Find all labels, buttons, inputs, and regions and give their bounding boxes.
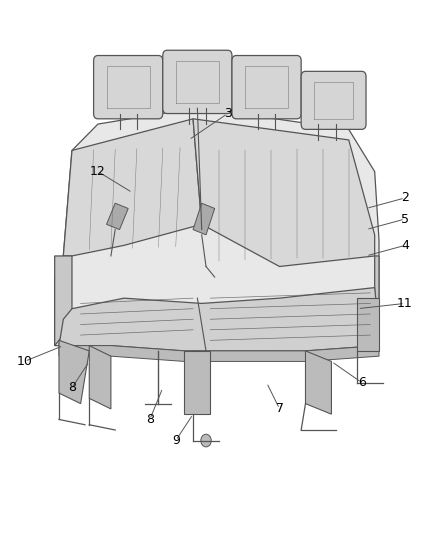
Polygon shape: [64, 119, 202, 256]
Text: 12: 12: [90, 165, 106, 178]
Polygon shape: [305, 351, 332, 414]
Text: 10: 10: [17, 355, 32, 368]
Polygon shape: [89, 345, 111, 409]
Text: 8: 8: [146, 413, 154, 426]
FancyBboxPatch shape: [232, 55, 301, 119]
Text: 6: 6: [358, 376, 366, 389]
Polygon shape: [106, 203, 128, 230]
Text: 5: 5: [401, 213, 409, 225]
Polygon shape: [193, 203, 215, 235]
Text: 3: 3: [224, 107, 232, 120]
FancyBboxPatch shape: [94, 55, 163, 119]
Polygon shape: [193, 119, 374, 266]
Polygon shape: [59, 341, 89, 403]
Text: 9: 9: [172, 434, 180, 447]
Polygon shape: [55, 108, 379, 351]
Polygon shape: [59, 345, 379, 361]
Text: 11: 11: [397, 297, 413, 310]
Text: 8: 8: [68, 381, 76, 394]
FancyBboxPatch shape: [163, 50, 232, 114]
Polygon shape: [59, 288, 379, 351]
Text: 7: 7: [276, 402, 283, 415]
Polygon shape: [184, 351, 210, 414]
Polygon shape: [55, 256, 72, 345]
Polygon shape: [374, 256, 379, 345]
Circle shape: [201, 434, 211, 447]
Text: 2: 2: [401, 191, 409, 205]
FancyBboxPatch shape: [301, 71, 366, 130]
Polygon shape: [357, 298, 379, 351]
Text: 4: 4: [401, 239, 409, 252]
